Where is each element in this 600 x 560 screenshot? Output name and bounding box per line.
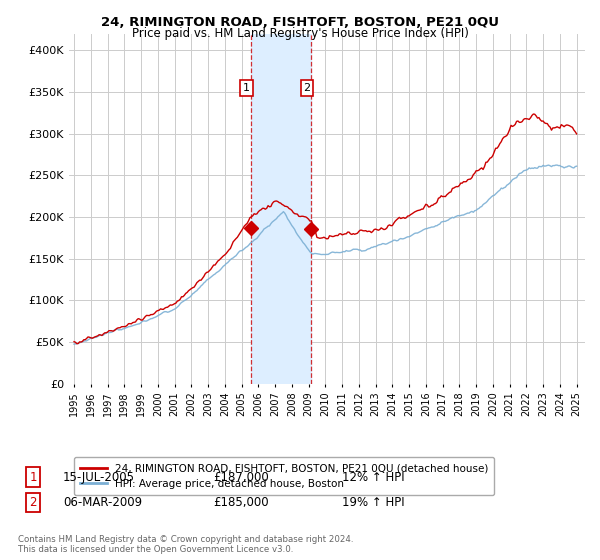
- Text: 2: 2: [29, 496, 37, 509]
- Text: Price paid vs. HM Land Registry's House Price Index (HPI): Price paid vs. HM Land Registry's House …: [131, 27, 469, 40]
- Text: £187,000: £187,000: [213, 470, 269, 484]
- Text: £185,000: £185,000: [213, 496, 269, 509]
- Text: 2: 2: [304, 83, 311, 93]
- Text: 06-MAR-2009: 06-MAR-2009: [63, 496, 142, 509]
- Text: 1: 1: [29, 470, 37, 484]
- Text: 12% ↑ HPI: 12% ↑ HPI: [342, 470, 404, 484]
- Legend: 24, RIMINGTON ROAD, FISHTOFT, BOSTON, PE21 0QU (detached house), HPI: Average pr: 24, RIMINGTON ROAD, FISHTOFT, BOSTON, PE…: [74, 457, 494, 495]
- Text: 19% ↑ HPI: 19% ↑ HPI: [342, 496, 404, 509]
- Text: Contains HM Land Registry data © Crown copyright and database right 2024.
This d: Contains HM Land Registry data © Crown c…: [18, 535, 353, 554]
- Text: 1: 1: [243, 83, 250, 93]
- Text: 24, RIMINGTON ROAD, FISHTOFT, BOSTON, PE21 0QU: 24, RIMINGTON ROAD, FISHTOFT, BOSTON, PE…: [101, 16, 499, 29]
- Text: 15-JUL-2005: 15-JUL-2005: [63, 470, 135, 484]
- Bar: [251, 34, 311, 384]
